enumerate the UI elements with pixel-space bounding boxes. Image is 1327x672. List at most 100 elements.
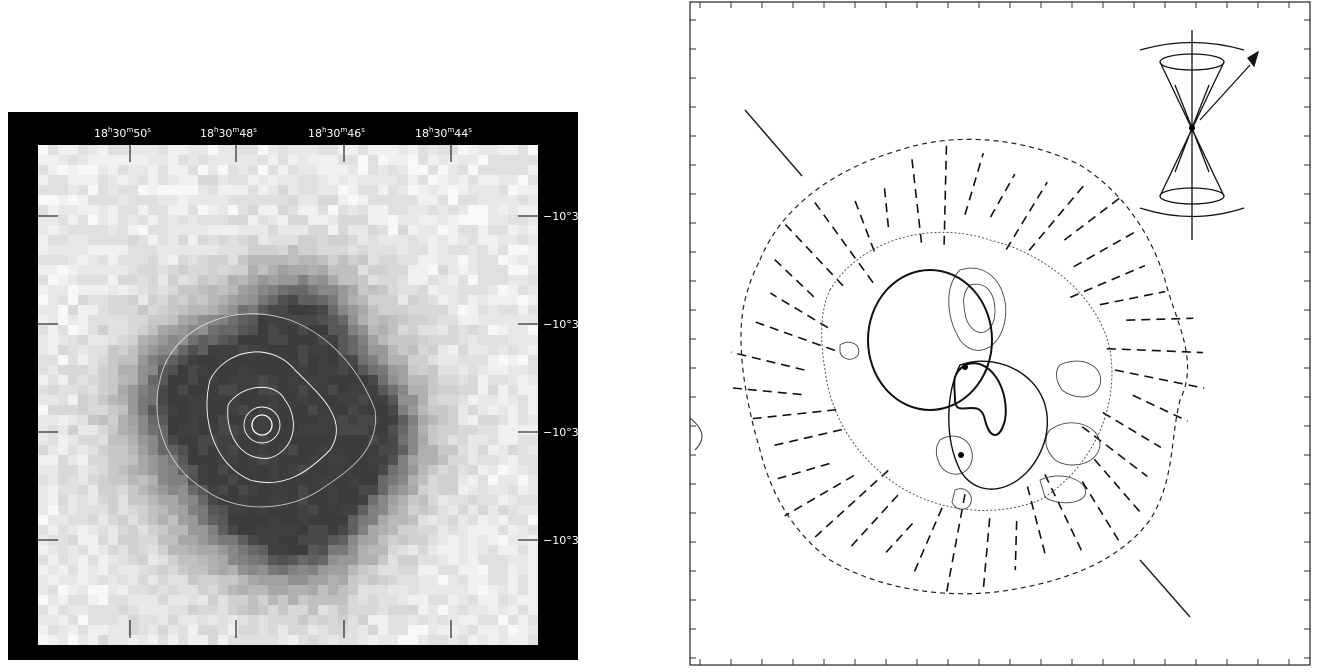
pixel: [348, 485, 358, 495]
pixel: [228, 505, 238, 515]
pixel: [278, 635, 288, 645]
pixel: [168, 485, 178, 495]
pixel: [248, 595, 258, 605]
ra-label-part: 18: [415, 127, 429, 140]
pixel: [188, 555, 198, 565]
pixel: [448, 145, 458, 155]
pixel: [398, 615, 408, 625]
pixel: [168, 335, 178, 345]
pixel: [98, 285, 108, 295]
pixel: [238, 325, 248, 335]
pixel: [298, 245, 308, 255]
pixel: [298, 405, 308, 415]
pixel: [48, 585, 58, 595]
pixel: [228, 325, 238, 335]
pixel: [78, 265, 88, 275]
pixel: [498, 185, 508, 195]
pixel: [388, 525, 398, 535]
pixel: [358, 625, 368, 635]
pixel: [158, 355, 168, 365]
pixel: [58, 295, 68, 305]
pixel: [58, 405, 68, 415]
pixel: [418, 375, 428, 385]
pixel: [288, 345, 298, 355]
pixel: [158, 395, 168, 405]
pixel: [128, 495, 138, 505]
pixel: [518, 515, 528, 525]
pixel: [308, 195, 318, 205]
pixel: [288, 615, 298, 625]
pixel: [58, 175, 68, 185]
pixel: [118, 375, 128, 385]
pixel: [528, 615, 538, 625]
pixel: [268, 175, 278, 185]
pixel: [158, 625, 168, 635]
pixel: [488, 335, 498, 345]
pixel: [518, 395, 528, 405]
pixel: [498, 345, 508, 355]
pixel: [348, 575, 358, 585]
pixel: [398, 205, 408, 215]
pixel: [138, 485, 148, 495]
pixel: [68, 335, 78, 345]
pixel: [178, 205, 188, 215]
pixel: [108, 555, 118, 565]
pixel: [298, 435, 308, 445]
pixel: [78, 545, 88, 555]
pixel: [488, 285, 498, 295]
pixel: [188, 635, 198, 645]
pixel: [208, 415, 218, 425]
pixel: [158, 505, 168, 515]
pixel: [238, 445, 248, 455]
pixel: [388, 165, 398, 175]
pixel: [188, 385, 198, 395]
pixel: [148, 165, 158, 175]
pixel: [338, 605, 348, 615]
pixel: [148, 525, 158, 535]
pixel: [218, 435, 228, 445]
pixel: [68, 345, 78, 355]
pixel: [158, 215, 168, 225]
pixel: [298, 555, 308, 565]
pixel: [78, 565, 88, 575]
pixel: [178, 415, 188, 425]
pixel: [498, 505, 508, 515]
pixel: [528, 495, 538, 505]
pixel: [78, 425, 88, 435]
pixel: [78, 185, 88, 195]
pixel: [198, 235, 208, 245]
pixel: [518, 255, 528, 265]
pixel: [468, 235, 478, 245]
pixel: [168, 215, 178, 225]
pixel: [308, 235, 318, 245]
pixel: [228, 345, 238, 355]
contour: [867, 269, 993, 411]
pixel: [238, 305, 248, 315]
pixel: [68, 215, 78, 225]
pixel: [348, 215, 358, 225]
pixel: [158, 325, 168, 335]
pixel: [508, 375, 518, 385]
pixel: [218, 535, 228, 545]
pixel: [288, 355, 298, 365]
pixel: [248, 395, 258, 405]
pixel: [388, 615, 398, 625]
pixel: [388, 535, 398, 545]
pixel: [438, 535, 448, 545]
pixel: [488, 235, 498, 245]
pixel: [508, 465, 518, 475]
pixel: [178, 425, 188, 435]
pixel: [258, 315, 268, 325]
pixel: [198, 145, 208, 155]
pixel: [228, 355, 238, 365]
pixel: [108, 175, 118, 185]
pixel: [98, 455, 108, 465]
pixel: [368, 215, 378, 225]
pixel: [288, 505, 298, 515]
pixel: [528, 175, 538, 185]
pixel: [168, 185, 178, 195]
pixel: [178, 155, 188, 165]
pixel: [48, 365, 58, 375]
pixel: [448, 345, 458, 355]
pixel: [308, 615, 318, 625]
